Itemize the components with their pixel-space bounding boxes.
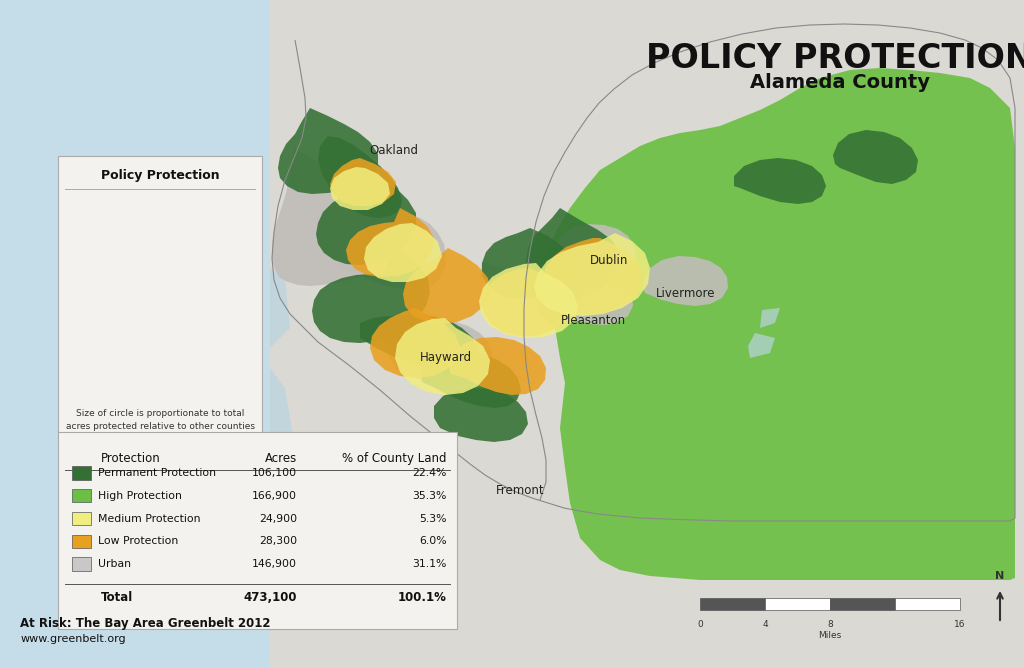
Polygon shape — [482, 268, 570, 336]
Text: 473,100: 473,100 — [244, 591, 297, 604]
Text: Urban: Urban — [98, 559, 131, 569]
Text: 0: 0 — [697, 620, 702, 629]
Polygon shape — [482, 228, 570, 298]
Polygon shape — [270, 0, 1024, 668]
Text: 146,900: 146,900 — [252, 559, 297, 569]
Text: 35.3%: 35.3% — [412, 491, 446, 501]
Text: Policy Protection: Policy Protection — [100, 169, 219, 182]
Text: Protection: Protection — [101, 452, 161, 465]
Polygon shape — [748, 333, 775, 358]
Polygon shape — [346, 208, 434, 277]
Text: Size of circle is proportionate to total
acres protected relative to other count: Size of circle is proportionate to total… — [66, 409, 255, 431]
Polygon shape — [537, 68, 1015, 580]
Polygon shape — [370, 308, 460, 378]
Polygon shape — [334, 210, 446, 290]
Text: Fremont: Fremont — [496, 484, 545, 498]
Polygon shape — [395, 318, 490, 395]
Text: Dublin: Dublin — [590, 254, 629, 267]
Polygon shape — [480, 262, 558, 298]
Text: 166,900: 166,900 — [252, 491, 297, 501]
Text: Permanent Protection: Permanent Protection — [98, 468, 216, 478]
Polygon shape — [555, 275, 633, 325]
Polygon shape — [0, 0, 270, 668]
Text: At Risk: The Bay Area Greenbelt 2012: At Risk: The Bay Area Greenbelt 2012 — [20, 617, 271, 631]
Polygon shape — [364, 223, 442, 282]
Polygon shape — [542, 238, 643, 314]
Polygon shape — [557, 224, 636, 276]
Text: POLICY PROTECTION: POLICY PROTECTION — [646, 41, 1024, 75]
Text: 8: 8 — [827, 620, 833, 629]
Text: 106,100: 106,100 — [252, 468, 297, 478]
Polygon shape — [449, 337, 546, 395]
Polygon shape — [272, 148, 406, 286]
Polygon shape — [534, 233, 650, 316]
Polygon shape — [833, 130, 918, 184]
Text: 31.1%: 31.1% — [412, 559, 446, 569]
Polygon shape — [278, 108, 378, 194]
Text: Miles: Miles — [818, 631, 842, 640]
Text: www.greenbelt.org: www.greenbelt.org — [20, 634, 126, 643]
Polygon shape — [760, 308, 780, 328]
Text: 22.4%: 22.4% — [412, 468, 446, 478]
Text: Low Protection: Low Protection — [98, 536, 178, 546]
Text: 4: 4 — [762, 620, 768, 629]
Polygon shape — [526, 208, 620, 300]
Text: Total: Total — [101, 591, 133, 604]
Polygon shape — [386, 318, 492, 388]
Text: Oakland: Oakland — [370, 144, 419, 157]
Polygon shape — [316, 178, 416, 265]
Polygon shape — [403, 248, 490, 324]
Polygon shape — [330, 158, 396, 206]
Text: 5.3%: 5.3% — [419, 514, 446, 524]
Text: % of County Land: % of County Land — [342, 452, 446, 465]
Polygon shape — [270, 368, 295, 468]
Text: Pleasanton: Pleasanton — [561, 314, 627, 327]
Text: Livermore: Livermore — [656, 287, 716, 301]
Polygon shape — [312, 248, 430, 343]
Polygon shape — [479, 263, 578, 338]
Polygon shape — [434, 388, 528, 442]
Polygon shape — [360, 316, 456, 368]
Polygon shape — [643, 256, 728, 306]
Polygon shape — [420, 351, 521, 408]
Wedge shape — [106, 246, 223, 365]
Text: Alameda County: Alameda County — [750, 73, 930, 92]
Text: High Protection: High Protection — [98, 491, 182, 501]
Text: 16: 16 — [954, 620, 966, 629]
Wedge shape — [98, 301, 160, 335]
Text: Medium Protection: Medium Protection — [98, 514, 201, 524]
Text: 24,900: 24,900 — [259, 514, 297, 524]
Polygon shape — [330, 167, 390, 210]
Text: 6.0%: 6.0% — [419, 536, 446, 546]
Polygon shape — [318, 136, 402, 218]
Text: Hayward: Hayward — [420, 351, 471, 364]
Text: N: N — [995, 571, 1005, 581]
Polygon shape — [384, 315, 480, 376]
Polygon shape — [270, 268, 290, 348]
Text: 100.1%: 100.1% — [397, 591, 446, 604]
Wedge shape — [96, 238, 191, 316]
Polygon shape — [734, 158, 826, 204]
Text: 28,300: 28,300 — [259, 536, 297, 546]
Text: Acres: Acres — [265, 452, 297, 465]
